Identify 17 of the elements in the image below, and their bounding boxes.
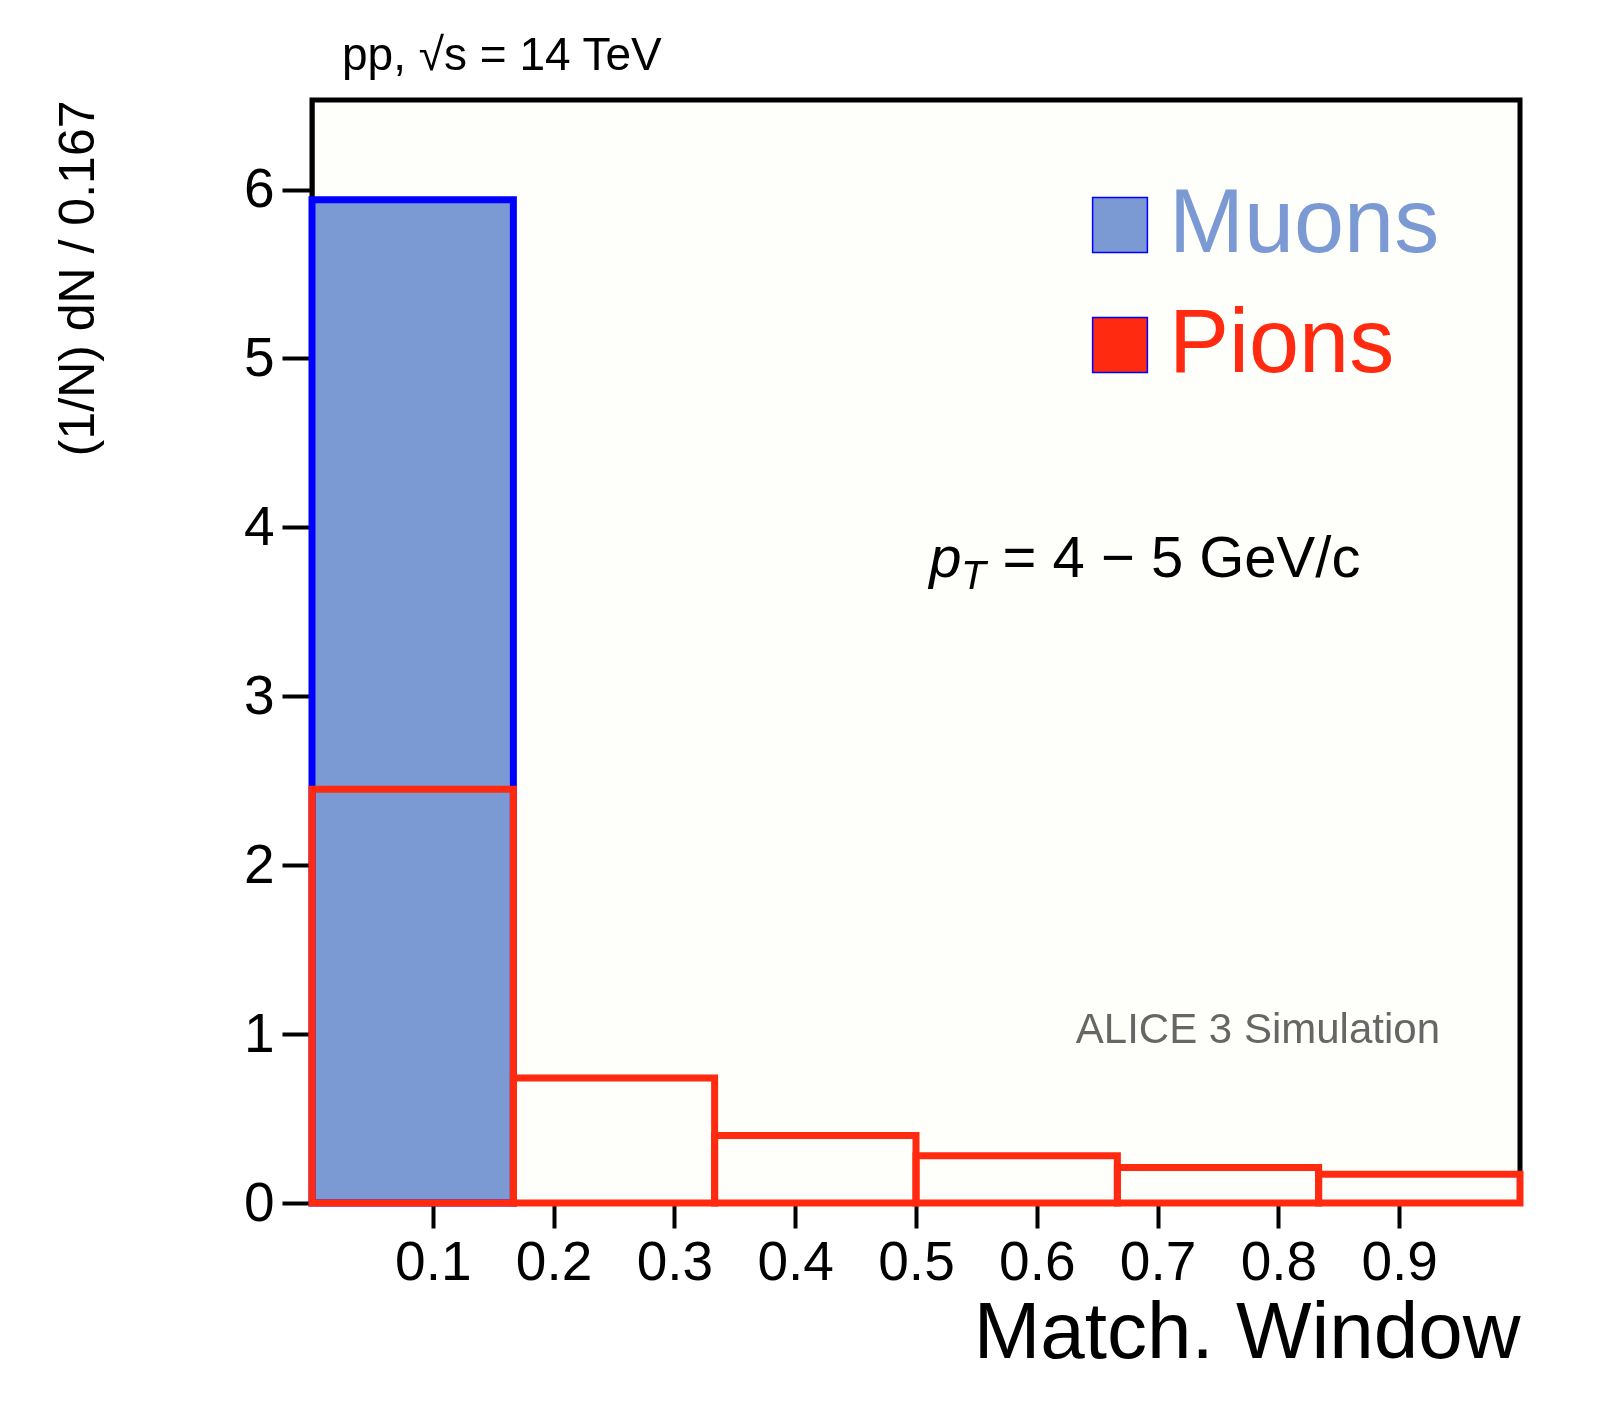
y-tick-label: 4 [243, 494, 275, 557]
y-tick-label: 2 [243, 832, 275, 895]
x-tick-label: 0.3 [636, 1229, 714, 1292]
x-tick-label: 0.5 [878, 1229, 955, 1292]
x-tick-label: 0.1 [395, 1229, 472, 1292]
legend-label: Muons [1169, 171, 1440, 271]
y-tick-label: 5 [243, 325, 275, 388]
y-tick-label: 1 [243, 1001, 275, 1064]
y-tick-label: 6 [243, 157, 275, 220]
y-tick-label: 3 [243, 663, 275, 726]
y-tick-label: 0 [243, 1170, 275, 1233]
y-axis-title: (1/N) dN / 0.167 [48, 100, 105, 457]
chart-title: pp, √s = 14 TeV [342, 28, 663, 80]
legend-label: Pions [1169, 291, 1395, 391]
x-tick-label: 0.2 [515, 1229, 593, 1292]
x-tick-label: 0.4 [757, 1229, 834, 1292]
annotation: ALICE 3 Simulation [1075, 1005, 1440, 1052]
